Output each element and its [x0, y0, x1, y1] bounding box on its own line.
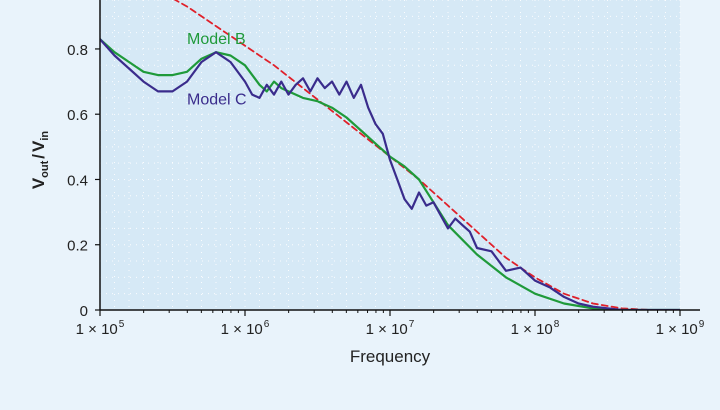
annotation-model-b: Model B — [187, 31, 246, 48]
y-tick-label: 0.2 — [67, 238, 88, 255]
grid — [99, 0, 681, 311]
svg-text:Vout/Vin: Vout/ Vin — [29, 131, 51, 190]
x-tick-label: 1 × 108 — [511, 319, 560, 338]
x-tick-label: 1 × 109 — [656, 319, 705, 338]
y-label-v1: V — [29, 177, 48, 189]
x-tick-label: 1 × 107 — [366, 319, 415, 338]
series-layer — [100, 0, 680, 310]
y-tick-label: 0.6 — [67, 107, 88, 124]
series-line-model-b — [100, 38, 680, 310]
y-label-sub-out: out — [39, 160, 51, 177]
axes — [99, 0, 700, 311]
y-label-slash: / — [29, 154, 48, 159]
ticks: 0 0.2 0.4 0.6 0.8 1 × 105 1 × 106 1 × 107 1 × 10… — [67, 42, 705, 338]
series-line-model-a — [173, 0, 680, 310]
y-tick-label: 0.4 — [67, 172, 88, 189]
y-axis-label: Vout/ Vin — [29, 131, 51, 190]
y-label-v2: V — [29, 140, 48, 152]
series-line-model-c — [100, 38, 680, 310]
x-tick-label: 1 × 105 — [76, 319, 125, 338]
y-label-sub-in: in — [39, 131, 51, 141]
y-tick-label: 0.8 — [67, 42, 88, 59]
y-tick-label: 0 — [80, 303, 88, 320]
x-tick-label: 1 × 106 — [221, 319, 270, 338]
x-axis-label: Frequency — [350, 347, 431, 366]
annotation-model-c: Model C — [187, 91, 247, 108]
